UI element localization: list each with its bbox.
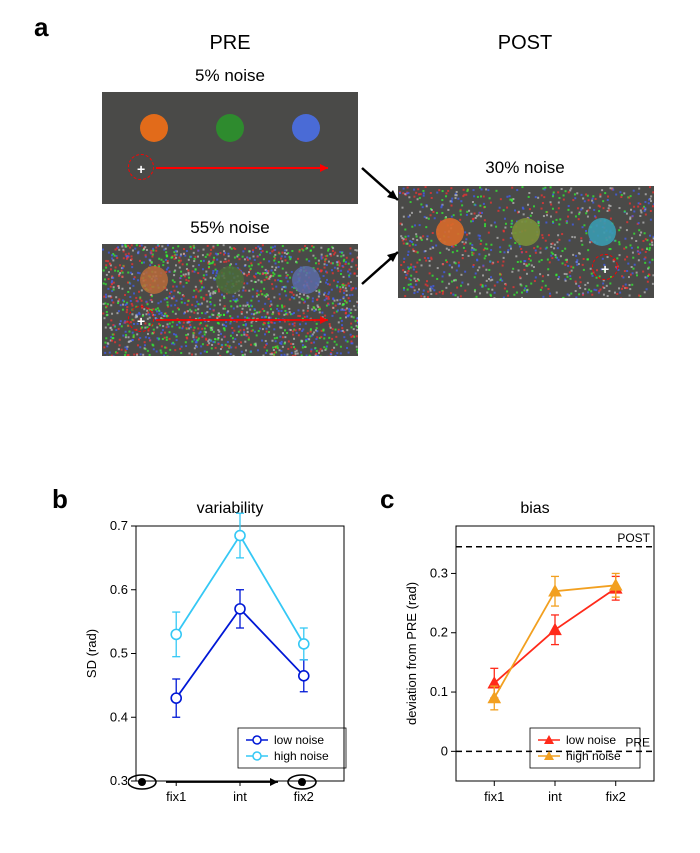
svg-text:0.3: 0.3: [110, 773, 128, 788]
svg-text:0.6: 0.6: [110, 582, 128, 597]
svg-text:SD (rad): SD (rad): [84, 629, 99, 678]
eye-arrow-diagram: [128, 770, 318, 796]
svg-text:PRE: PRE: [625, 735, 650, 749]
svg-text:0: 0: [441, 743, 448, 758]
svg-text:fix2: fix2: [606, 789, 626, 804]
chart-c-title: bias: [410, 500, 660, 518]
svg-text:0.4: 0.4: [110, 709, 128, 724]
svg-text:int: int: [548, 789, 562, 804]
panel-label-b: b: [52, 484, 68, 515]
chart-bias: bias 0 0.1 0.2 0.3 fix1 int fix2 deviation from…: [400, 500, 670, 823]
svg-text:high noise: high noise: [274, 749, 329, 763]
svg-text:0.5: 0.5: [110, 646, 128, 661]
svg-text:0.2: 0.2: [430, 625, 448, 640]
svg-text:low noise: low noise: [274, 733, 324, 747]
svg-text:POST: POST: [617, 531, 650, 545]
svg-text:deviation from PRE (rad): deviation from PRE (rad): [404, 582, 419, 725]
svg-text:0.3: 0.3: [430, 565, 448, 580]
svg-text:fix1: fix1: [484, 789, 504, 804]
figure-root: a b c PRE POST 5% noise + 55% noise +: [0, 0, 700, 853]
svg-text:0.1: 0.1: [430, 684, 448, 699]
svg-text:0.7: 0.7: [110, 518, 128, 533]
converge-arrows: [0, 0, 700, 460]
svg-text:low noise: low noise: [566, 733, 616, 747]
panel-label-c: c: [380, 484, 394, 515]
chart-b-title: variability: [100, 500, 360, 518]
svg-text:high noise: high noise: [566, 749, 621, 763]
